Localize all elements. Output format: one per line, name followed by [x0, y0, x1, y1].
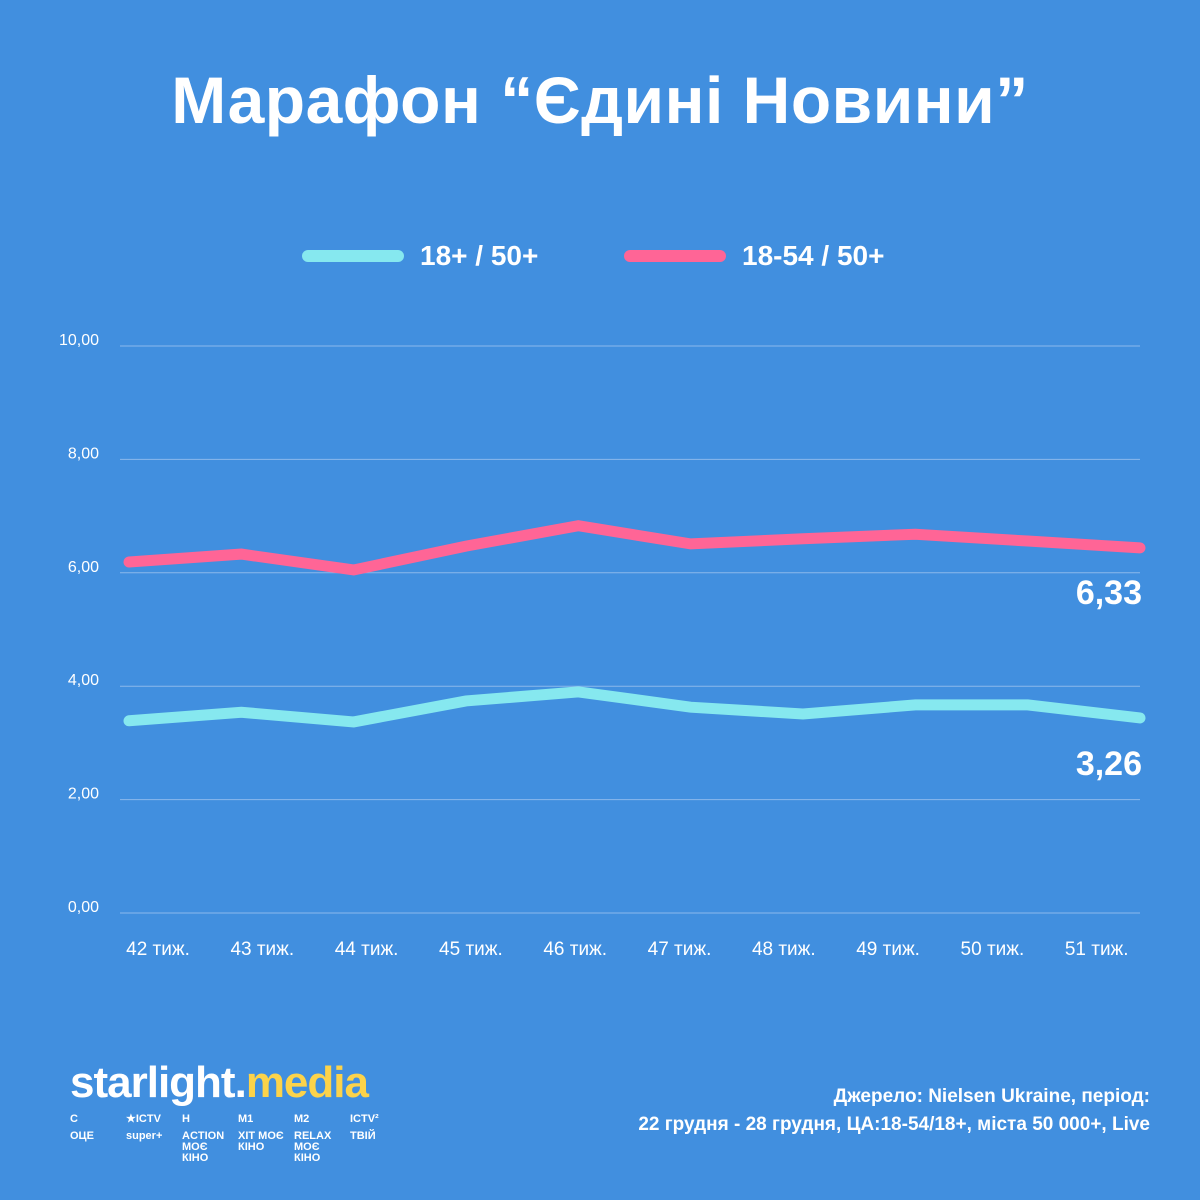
legend-item-series-1: 18+ / 50+ — [302, 240, 538, 272]
channel-logo: ★ICTV — [126, 1113, 161, 1125]
legend-label: 18-54 / 50+ — [742, 240, 885, 271]
source-line: 22 грудня - 28 грудня, ЦА:18-54/18+, міс… — [638, 1114, 1150, 1135]
channel-logo: ТВІЙ — [350, 1130, 376, 1142]
channel-logo: ХІТ МОЄ КІНО — [238, 1130, 284, 1153]
x-tick-label: 43 тиж. — [230, 939, 294, 960]
legend-swatch — [624, 250, 726, 262]
x-tick-label: 46 тиж. — [543, 939, 607, 960]
logo-text: starlight — [70, 1058, 236, 1107]
channel-logo: ICTV² — [350, 1113, 379, 1125]
channel-logo: ОЦЕ — [70, 1130, 94, 1142]
channel-logos: С ★ICTV Н М1 М2 ICTV² ОЦЕ super+ ACTION МОЄ КІНО… — [70, 1114, 404, 1164]
logo-text-accent: media — [245, 1058, 369, 1107]
legend-label: 18+ / 50+ — [420, 240, 539, 271]
x-tick-label: 50 тиж. — [961, 939, 1025, 960]
x-tick-label: 44 тиж. — [335, 939, 399, 960]
y-tick-label: 10,00 — [59, 332, 99, 349]
legend-swatch — [302, 250, 404, 262]
channel-logo: Н — [182, 1113, 190, 1125]
x-tick-label: 48 тиж. — [752, 939, 816, 960]
x-tick-label: 45 тиж. — [439, 939, 503, 960]
y-tick-label: 6,00 — [68, 559, 99, 576]
line-chart: 0,00 2,00 4,00 6,00 8,00 10,00 42 тиж. 43 тиж. 4… — [59, 332, 1146, 960]
x-tick-label: 49 тиж. — [856, 939, 920, 960]
x-tick-label: 51 тиж. — [1065, 939, 1129, 960]
series-line-2 — [123, 520, 1146, 576]
channel-logo: М2 — [294, 1113, 310, 1125]
channel-logo: super+ — [126, 1130, 163, 1142]
legend-item-series-2: 18-54 / 50+ — [624, 240, 884, 272]
x-tick-label: 42 тиж. — [126, 939, 190, 960]
channel-logo: М1 — [238, 1113, 254, 1125]
chart-title: Марафон “Єдині Новини” — [171, 63, 1029, 137]
x-tick-label: 47 тиж. — [648, 939, 712, 960]
end-value-label: 6,33 — [1076, 574, 1142, 612]
source-line: Джерело: Nielsen Ukraine, період: — [833, 1086, 1150, 1107]
channel-logo: RELAX МОЄ КІНО — [294, 1130, 332, 1164]
y-tick-label: 8,00 — [68, 445, 99, 462]
channel-logo: ACTION МОЄ КІНО — [182, 1130, 225, 1164]
channel-logo: С — [70, 1113, 78, 1125]
y-tick-label: 0,00 — [68, 899, 99, 916]
end-value-label: 3,26 — [1076, 745, 1142, 783]
starlight-media-logo: starlight.media — [70, 1058, 369, 1108]
y-tick-label: 2,00 — [68, 786, 99, 803]
series-line-1 — [123, 686, 1146, 728]
logo-dot: . — [234, 1058, 247, 1107]
y-tick-label: 4,00 — [68, 672, 99, 689]
source-note: Джерело: Nielsen Ukraine, період: 22 гру… — [638, 1083, 1150, 1139]
